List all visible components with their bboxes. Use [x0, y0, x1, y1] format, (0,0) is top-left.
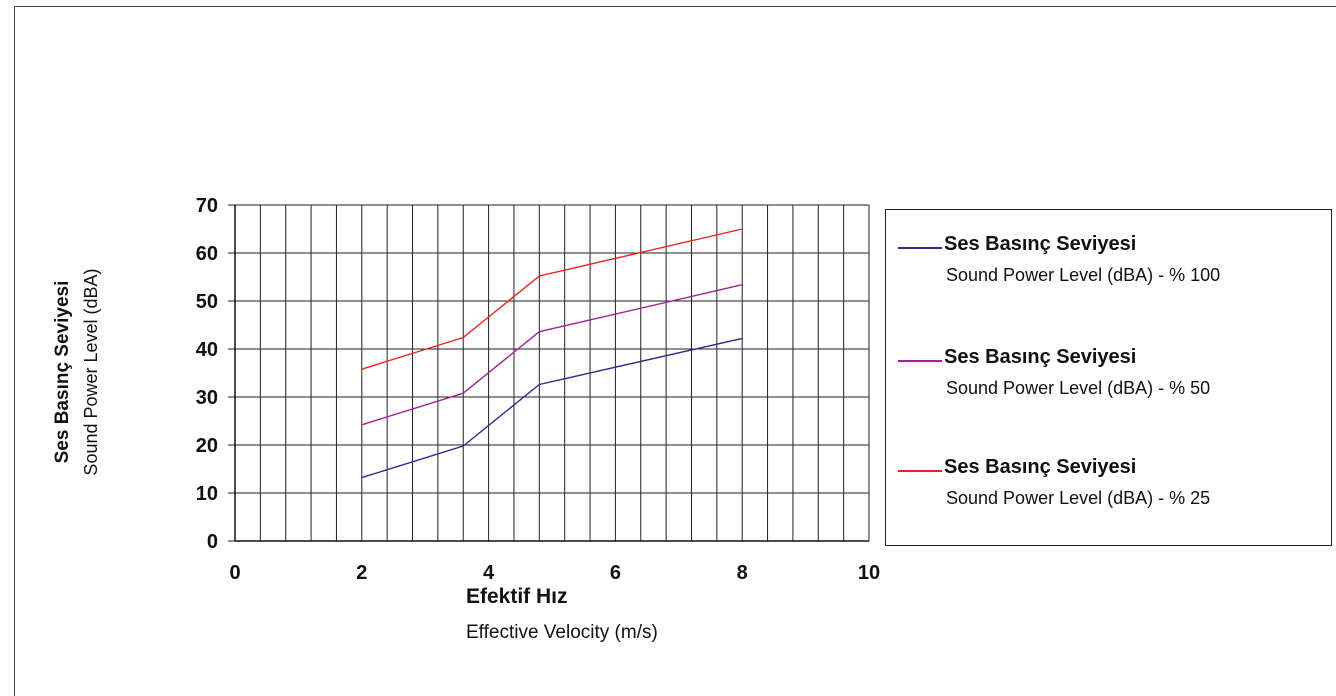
y-axis-label: Ses Basınç Seviyesi Sound Power Level (d… — [52, 268, 101, 475]
x-axis-label-normal: Effective Velocity (m/s) — [466, 622, 658, 643]
chart-frame — [14, 6, 1336, 696]
series-lines — [361, 228, 743, 479]
legend-title: Ses Basınç Seviyesi — [944, 456, 1137, 478]
legend-title: Ses Basınç Seviyesi — [944, 346, 1137, 368]
legend-subtitle: Sound Power Level (dBA) - % 25 — [946, 488, 1211, 508]
x-tick-label: 0 — [229, 562, 240, 584]
y-axis-label-bold: Ses Basınç Seviyesi — [52, 281, 73, 464]
chart-axes — [234, 205, 869, 542]
chart-legend: Ses Basınç Seviyesi Sound Power Level (d… — [885, 209, 1332, 546]
legend-subtitle: Sound Power Level (dBA) - % 100 — [946, 265, 1221, 285]
x-tick-label: 2 — [356, 562, 367, 584]
y-tick-label: 30 — [196, 387, 218, 409]
y-tick-label: 0 — [207, 531, 218, 553]
x-tick-label: 10 — [858, 562, 880, 584]
x-tick-label: 8 — [737, 562, 748, 584]
legend-subtitle: Sound Power Level (dBA) - % 50 — [946, 378, 1211, 398]
legend-title: Ses Basınç Seviyesi — [944, 233, 1137, 255]
y-tick-label: 60 — [196, 243, 218, 265]
y-tick-label: 20 — [196, 435, 218, 457]
y-tick-label: 70 — [196, 195, 218, 217]
y-axis-label-normal: Sound Power Level (dBA) — [81, 268, 101, 475]
x-tick-label: 4 — [483, 562, 495, 584]
y-tick-label: 40 — [196, 339, 218, 361]
legend-swatch — [898, 360, 942, 362]
legend-swatch — [898, 247, 942, 249]
legend-swatch — [898, 470, 942, 472]
tick-labels: 0 10 20 30 40 50 60 70 0 2 4 6 8 10 — [196, 195, 880, 584]
y-tick-label: 10 — [196, 483, 218, 505]
series-line — [361, 284, 743, 426]
series-line — [361, 228, 743, 370]
x-axis-label-bold: Efektif Hız — [466, 585, 568, 608]
chart-grid — [228, 204, 870, 542]
y-tick-label: 50 — [196, 291, 218, 313]
series-line — [361, 337, 743, 479]
x-tick-label: 6 — [610, 562, 621, 584]
